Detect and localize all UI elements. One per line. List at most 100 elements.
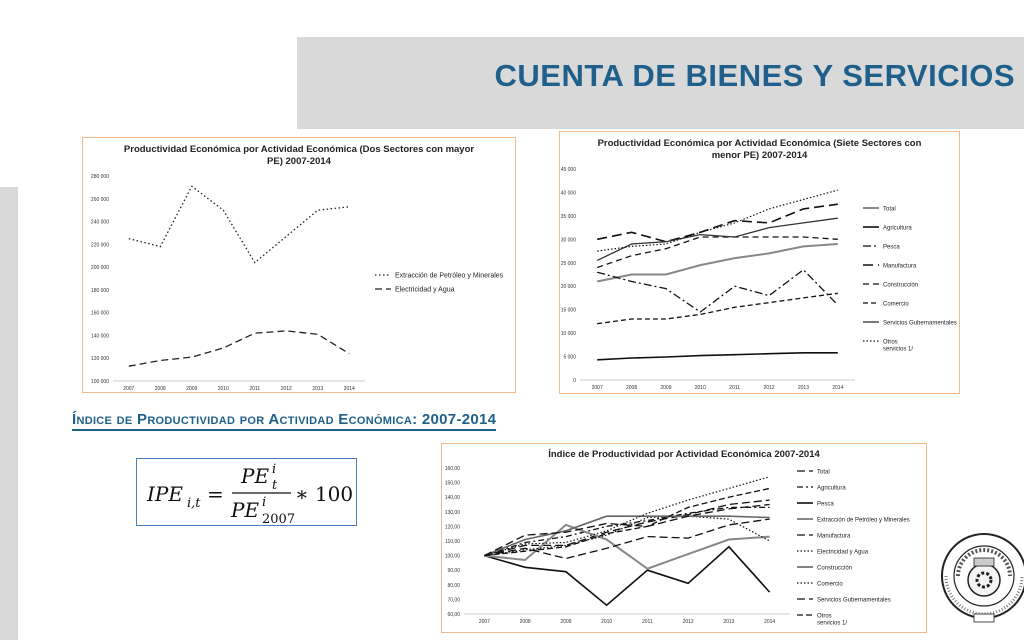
y-tick-label: 220 000: [91, 242, 109, 248]
formula-num-sub: t: [272, 478, 278, 493]
x-tick-label: 2014: [344, 386, 355, 392]
formula-lhs-sub: i,t: [187, 496, 201, 511]
legend-label: Comercio: [883, 302, 909, 308]
y-tick-label: 0: [573, 378, 576, 384]
header-band: [297, 37, 1024, 129]
legend-label: Pesca: [817, 502, 834, 508]
x-tick-label: 2014: [832, 385, 843, 391]
x-tick-label: 2013: [723, 619, 734, 625]
x-tick-label: 2010: [601, 619, 612, 625]
series-line: [484, 506, 770, 557]
legend-label: Extracción de Petróleo y Minerales: [817, 518, 910, 524]
legend-label: Pesca: [883, 245, 900, 251]
chart-svg: 100 000 120 000 140 000 160 000 180 000 200 0…: [91, 174, 504, 392]
legend-label: Manufactura: [883, 264, 917, 270]
y-tick-label: 5 000: [563, 355, 576, 361]
formula-lhs: IPE: [146, 482, 183, 506]
legend-label: Agricultura: [883, 226, 912, 232]
y-tick-label: 100,00: [445, 554, 461, 560]
y-tick-label: 150,00: [445, 481, 461, 487]
legend-label: servicios 1/: [883, 347, 913, 353]
chart-title: Productividad Económica por Actividad Ec…: [83, 144, 515, 168]
y-tick-label: 25 000: [561, 261, 577, 267]
y-tick-label: 80,00: [447, 583, 460, 589]
section-heading: Índice de Productividad por Actividad Ec…: [72, 411, 497, 431]
formula-den: PE: [230, 498, 259, 522]
y-tick-label: 110,00: [445, 539, 460, 545]
formula-svg: IPE i,t = PE i t PE i 2007 ∗ 100: [146, 462, 353, 527]
series-line: [596, 236, 838, 269]
x-tick-label: 2008: [520, 619, 531, 625]
formula-den-sup: i: [262, 495, 266, 510]
series-line: [484, 487, 770, 557]
chart-title: Productividad Económica por Actividad Ec…: [560, 138, 959, 162]
y-tick-label: 60,00: [447, 612, 460, 618]
series-line: [597, 352, 838, 361]
chart-title: Índice de Productividad por Actividad Ec…: [442, 449, 926, 461]
x-tick-label: 2011: [249, 386, 260, 392]
formula-den-sub: 2007: [262, 512, 295, 527]
x-tick-label: 2008: [155, 386, 166, 392]
chart-title-line: Productividad Económica por Actividad Ec…: [597, 138, 922, 149]
formula-equals: =: [207, 482, 224, 506]
chart-dos-sectores: Productividad Económica por Actividad Ec…: [82, 137, 516, 393]
y-tick-label: 20 000: [561, 284, 577, 290]
chart-svg: 0 5 000 10 000 15 000 20 000 25 000 30 000 35 0…: [561, 167, 957, 391]
series-line: [597, 268, 839, 313]
x-tick-label: 2013: [798, 385, 809, 391]
y-tick-label: 120 000: [91, 356, 109, 362]
series-line: [128, 185, 350, 264]
x-tick-label: 2014: [764, 619, 775, 625]
legend-label: Total: [817, 470, 830, 476]
formula-num-sup: i: [272, 462, 276, 477]
chart-svg: 60,00 70,00 80,00 90,00 100,00 110,00 120,00 13…: [445, 466, 910, 627]
legend-label: Construcción: [817, 566, 852, 572]
legend-label: Comercio: [817, 582, 843, 588]
x-tick-label: 2010: [218, 386, 229, 392]
x-tick-label: 2007: [479, 619, 490, 625]
y-tick-label: 180 000: [91, 288, 109, 294]
x-tick-label: 2007: [123, 386, 134, 392]
y-tick-label: 140 000: [91, 333, 109, 339]
legend-label: Manufactura: [817, 534, 851, 540]
series-line: [484, 523, 770, 570]
formula-box: IPE i,t = PE i t PE i 2007 ∗ 100: [136, 458, 357, 527]
y-tick-label: 40 000: [561, 190, 577, 196]
y-tick-label: 10 000: [561, 331, 577, 337]
legend-label: servicios 1/: [817, 621, 847, 627]
legend-label: Total: [883, 207, 896, 213]
legend-label: Servicios Gubernamentales: [883, 321, 957, 327]
chart-siete-sectores: Productividad Económica por Actividad Ec…: [559, 131, 960, 394]
legend-label: Construcción: [883, 283, 918, 289]
chart-title-line: PE) 2007-2014: [267, 155, 331, 167]
legend-label: Extracción de Petróleo y Minerales: [395, 273, 504, 280]
y-tick-label: 200 000: [91, 265, 109, 271]
y-tick-label: 160,00: [445, 466, 461, 472]
series-line: [484, 515, 770, 557]
series-line: [128, 330, 350, 367]
x-tick-label: 2013: [312, 386, 323, 392]
y-tick-label: 140,00: [445, 495, 461, 501]
series-line: [484, 503, 770, 557]
university-seal-logo: [941, 533, 1024, 623]
chart-title-line: Productividad Económica por Actividad Ec…: [123, 144, 475, 155]
y-tick-label: 100 000: [91, 379, 109, 385]
y-tick-label: 45 000: [561, 167, 577, 173]
x-tick-label: 2007: [592, 385, 603, 391]
chart-title-line: menor PE) 2007-2014: [711, 149, 808, 161]
legend-label: Otros: [817, 614, 832, 620]
y-tick-label: 35 000: [561, 214, 577, 220]
y-tick-label: 90,00: [447, 568, 460, 574]
chart-title-line: Índice de Productividad por Actividad Ec…: [548, 449, 820, 460]
series-line: [597, 189, 838, 252]
y-tick-label: 130,00: [445, 510, 461, 516]
x-tick-label: 2012: [683, 619, 694, 625]
legend-label: Servicios Gubernamentales: [817, 598, 891, 604]
series-line: [597, 292, 838, 325]
series-line: [484, 545, 771, 607]
y-tick-label: 30 000: [561, 237, 577, 243]
x-tick-label: 2012: [764, 385, 775, 391]
chart-indice-productividad: Índice de Productividad por Actividad Ec…: [441, 443, 927, 633]
x-tick-label: 2012: [281, 386, 292, 392]
y-tick-label: 120,00: [445, 524, 461, 530]
